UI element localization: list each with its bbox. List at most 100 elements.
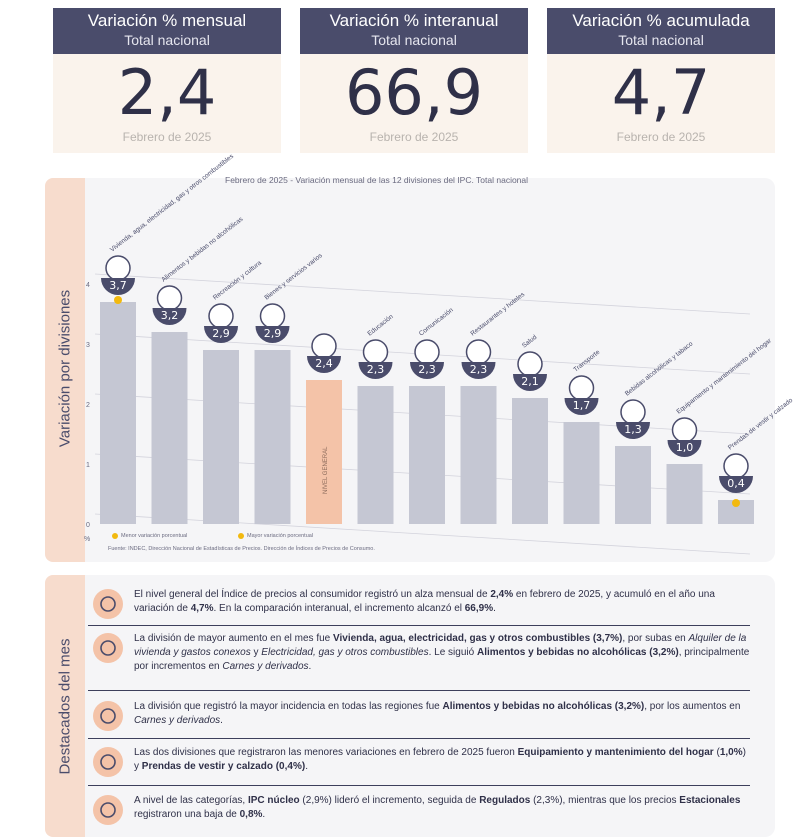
kpi-yearly-card: Variación % interanual Total nacional 66… [300,8,528,153]
value-badge [204,326,238,343]
category-label: Salud [521,334,539,350]
legend-max-label: Mayor variación porcentual [247,533,314,539]
highlight-fragment: A nivel de las categorías, [134,795,248,806]
value-badge [461,362,496,379]
y-tick-label: 1 [86,462,90,469]
kpi-monthly-title: Variación % mensual [87,11,247,30]
home-appliance-icon [90,744,126,780]
highlight-text: Las dos divisiones que registraron las m… [134,746,750,774]
division-icon [156,285,183,311]
highlight-fragment: Alimentos y bebidas no alcohólicas (3,2%… [442,701,645,712]
kpi-cumulative-value: 4,7 [611,56,711,129]
kpi-cumulative-header: Variación % acumulada Total nacional [547,8,775,54]
highlight-text: El nivel general del Índice de precios a… [134,588,750,616]
value-label: 1,3 [624,423,642,436]
highlight-fragment: Electricidad, gas y otros combustibles [261,647,429,658]
legend-min-label: Menor variación porcentual [121,533,188,539]
value-label: 2,3 [367,363,385,376]
highlight-fragment: Alimentos y bebidas no alcohólicas (3,2%… [476,647,679,658]
kpi-cumulative-card: Variación % acumulada Total nacional 4,7… [547,8,775,153]
highlight-fragment: Vivienda, agua, electricidad, gas y otro… [333,633,623,644]
category-label: Recreación y cultura [212,259,263,301]
bar [203,350,239,524]
y-tick-label: 3 [86,342,90,349]
value-label: 2,3 [418,363,436,376]
value-badge [101,278,135,295]
category-label: Comunicación [418,306,455,337]
kpi-yearly-date: Febrero de 2025 [369,130,459,144]
highlight-fragment: ) y [134,747,746,772]
division-icon [259,303,286,329]
highlight-item: A nivel de las categorías, IPC núcleo (2… [88,794,750,822]
highlight-fragment: . [493,603,496,614]
value-badge [719,476,753,493]
highlight-fragment: Alquiler de la vivienda y gastos conexos [134,633,747,658]
kpi-yearly-subtitle: Total nacional [371,32,457,48]
highlight-fragment: Regulados [479,795,531,806]
value-badge [307,356,341,373]
highlights-side-band [45,575,85,837]
bar [460,386,497,524]
highlights-panel [45,575,775,837]
highlight-fragment: , por subas en [622,633,689,644]
kpi-monthly-card: Variación % mensual Total nacional 2,4 F… [53,8,281,153]
highlight-fragment: . [262,809,266,820]
highlight-fragment: y [250,647,262,658]
division-icon [208,303,234,329]
y-tick-label: 4 [86,282,90,289]
highlight-fragment: , por los aumentos en [644,701,741,712]
highlight-fragment: registraron una baja de [134,809,240,820]
value-label: 2,9 [264,327,282,340]
highlight-fragment: La división que registró la mayor incide… [134,701,443,712]
category-label: Bienes y servicios varios [263,252,324,302]
kpi-cumulative-subtitle: Total nacional [618,32,704,48]
division-icon [671,417,698,443]
bar [512,398,548,524]
kpi-cumulative-title: Variación % acumulada [572,11,750,30]
highlight-separator [88,738,750,739]
y-tick-label: 2 [86,402,90,409]
highlight-fragment: . Le siguió [428,647,477,658]
food-icon [90,698,126,734]
highlight-fragment: Carnes y derivados [134,715,221,726]
division-icon [620,399,646,425]
highlight-fragment: Equipamiento y mantenimiento del hogar [517,747,714,758]
bar [409,386,445,524]
highlight-text: La división que registró la mayor incide… [134,700,750,728]
highlight-item: Las dos divisiones que registraron las m… [88,746,750,774]
kpi-monthly-subtitle: Total nacional [124,32,210,48]
chart-side-band [45,178,85,562]
kpi-monthly-value: 2,4 [117,56,217,129]
highlight-fragment: 0,8% [239,809,263,820]
kpi-yearly-header: Variación % interanual Total nacional [300,8,528,54]
highlight-item: La división que registró la mayor incide… [88,700,750,728]
highlight-fragment: . [220,715,223,726]
legend-min-dot [112,533,118,539]
highlight-text: A nivel de las categorías, IPC núcleo (2… [134,794,750,822]
kpi-monthly-date: Febrero de 2025 [122,130,212,144]
highlight-separator [88,785,750,786]
bar [306,380,342,524]
value-badge [513,374,547,391]
highlight-separator [88,690,750,691]
highlight-fragment: 4,7% [190,603,214,614]
division-icon [105,255,131,281]
value-label: 0,4 [727,477,745,490]
category-label: Bebidas alcohólicas y tabaco [624,340,695,397]
chart-title: Febrero de 2025 - Variación mensual de l… [225,175,529,185]
highlight-item: El nivel general del Índice de precios a… [88,588,750,616]
category-label: Alimentos y bebidas no alcohólicas [160,215,245,283]
kpi-cumulative-date: Febrero de 2025 [616,130,706,144]
highlight-fragment: en febrero de 2025, y acumuló en el año … [134,589,715,614]
highlight-fragment: . [308,661,312,672]
value-label: 2,1 [521,375,539,388]
y-unit-label: % [84,536,90,543]
category-label: Transporte [572,349,601,374]
legend-min: Menor variación porcentual [112,533,187,539]
highlight-fragment: (2,3%), mientras que los precios [530,795,680,806]
bar [151,332,188,524]
chart-source: Fuente: INDEC, Dirección Nacional de Est… [108,546,375,552]
bar [666,464,703,524]
division-icon [723,453,749,479]
highlight-fragment: (2,9%) lideró el incremento, seguida de [299,795,480,806]
